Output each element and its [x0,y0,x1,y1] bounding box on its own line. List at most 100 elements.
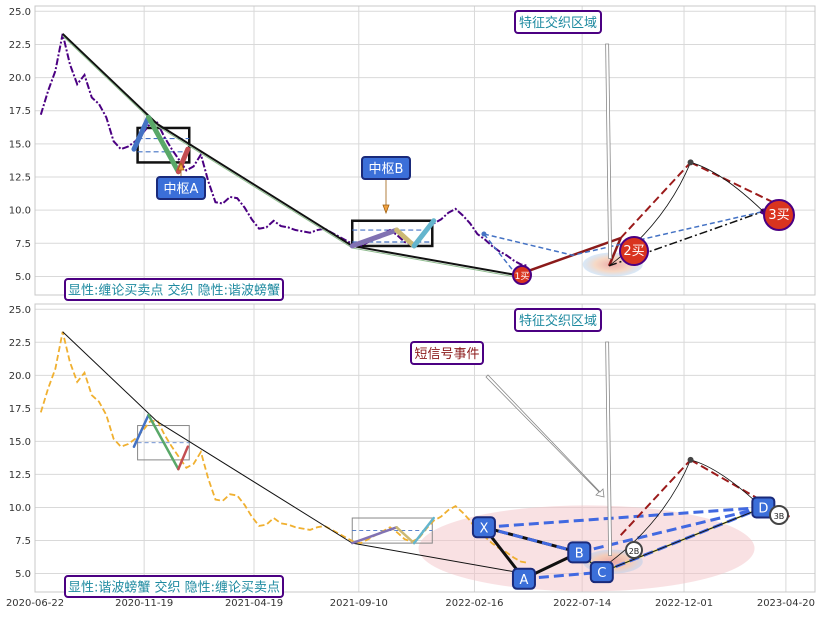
callout-arrow [605,341,613,557]
harmonic-point-label: B [575,546,584,561]
harmonic-point-label: C [597,566,606,581]
legend-box-bottom-box [64,575,284,598]
buy-3-text: 3买 [768,208,789,223]
harmonic-dashed-line [483,525,580,554]
top-panel: 5.0 7.5 10.0 12.5 15.0 17.5 20.0 22.5 25.0 中枢A 中枢B… [9,5,816,301]
x-tick-label: 2020-06-22 [6,598,64,609]
x-tick-label: 2022-07-14 [553,598,611,609]
y-tick-label: 15.0 [9,437,31,448]
harmonic-point-c: C [589,561,614,584]
legend-box-bottom: 显性:谐波螃蟹 交织 隐性:缠论买卖点 [64,575,284,598]
legend-box-top-box [64,278,284,301]
y-tick-label: 10.0 [9,503,31,514]
buy-1-text: 1买 [515,271,530,282]
label-short-signal-text: 短信号事件 [414,347,479,362]
plot-frame [34,303,816,593]
bi-line [61,33,158,125]
bi-line-shadow [156,125,353,249]
y-tick-label: 5.0 [15,272,31,283]
buy-point-line [516,236,622,277]
x-tick-label: 2021-04-19 [225,598,283,609]
zhongshu-segment [350,526,398,545]
dashed-structure-line [483,210,764,256]
y-tick-label: 17.5 [9,106,31,117]
zhongshu-segment [412,516,435,545]
zhongshu-segment [394,227,417,249]
label-short-signal: 短信号事件 [410,341,484,365]
x-tick-label: 2022-12-01 [655,598,713,609]
y-tick-label: 25.0 [9,305,31,316]
y-tick-label: 12.5 [9,173,31,184]
label-zhongshu-b: 中枢B [361,156,411,180]
harmonic-dashed-line [483,505,764,529]
y-tick-label: 5.0 [15,569,31,580]
zhongshu-segment [146,114,181,175]
zhongshu-box [350,219,434,248]
zhongshu-segment [411,218,437,249]
label-interleave-bottom-box [514,308,602,332]
x-tick-label: 2021-09-10 [330,598,388,609]
bi-line-shadow [62,35,158,127]
harmonic-point-label: X [479,521,488,536]
bi-line [352,244,517,277]
y-tick-label: 20.0 [9,371,31,382]
callout-arrow [605,43,613,259]
legend-box-bottom-text: 显性:谐波螃蟹 交织 隐性:缠论买卖点 [68,580,280,596]
harmonic-point-label: A [520,573,529,588]
label-zhongshu-b-text: 中枢B [369,162,404,177]
buy-1-circle [512,265,532,285]
zhongshu-segment [147,413,180,471]
zhongshu-segment [132,413,150,448]
y-tick-label: 7.5 [15,239,31,250]
point-2b-text: 2B [629,547,640,556]
zhongshu-segment [349,227,400,249]
label-zhongshu-a-text: 中枢A [164,182,199,197]
peak-dashed-line [619,459,692,536]
y-tick-label: 22.5 [9,338,31,349]
bi-line [156,123,353,247]
y-tick-label: 25.0 [9,7,31,18]
point-2b-circle [625,541,643,559]
price-line [39,33,529,267]
arrow-short-signal [485,374,605,498]
zhongshu-segment [395,526,416,545]
x-marker [481,231,487,237]
harmonic-point-x: X [471,516,496,539]
buy-3-circle [763,199,795,231]
x-tick-label: 2020-11-19 [115,598,173,609]
x-tick-label: 2023-04-20 [757,598,815,609]
label-zhongshu-b-box [361,156,411,180]
harmonic-point-box [511,567,536,590]
label-interleave-top-text: 特征交织区域 [519,15,597,31]
bi-line [352,542,517,573]
buy-point-line [607,237,622,267]
label-interleave-top-box [514,10,602,34]
point-3b-text: 3B [774,512,785,521]
arrow-zhongshu-a [177,161,185,176]
bi-line-shadow [352,247,517,278]
label-interleave-bottom: 特征交织区域 [514,308,602,332]
zhongshu-segment [131,114,152,152]
peak-marker [687,456,694,463]
bi-line [62,331,158,422]
point-3b-circle [769,505,789,525]
legend-box-top-text: 显性:缠论买卖点 交织 隐性:谐波螃蟹 [68,283,280,299]
y-tick-label: 10.0 [9,206,31,217]
harmonic-dashed-line [523,570,602,581]
plot-frame [34,5,816,296]
dashed-structure-line [483,233,518,276]
label-zhongshu-a-box [156,176,206,200]
arrow-zhongshu-b [382,180,390,215]
harmonic-point-box [589,561,614,584]
buy-2-circle [619,236,649,266]
harmonic-point-d: D [751,496,776,519]
label-interleave-bottom-text: 特征交织区域 [519,313,597,329]
label-zhongshu-a: 中枢A [156,176,206,200]
y-tick-label: 15.0 [9,139,31,150]
peak-marker [687,159,694,166]
x-tick-label: 2022-02-16 [445,598,503,609]
bottom-panel: 5.0 7.5 10.0 12.5 15.0 17.5 20.0 22.5 25.0 2020-0… [6,303,816,609]
buy-2-text: 2买 [623,244,644,259]
